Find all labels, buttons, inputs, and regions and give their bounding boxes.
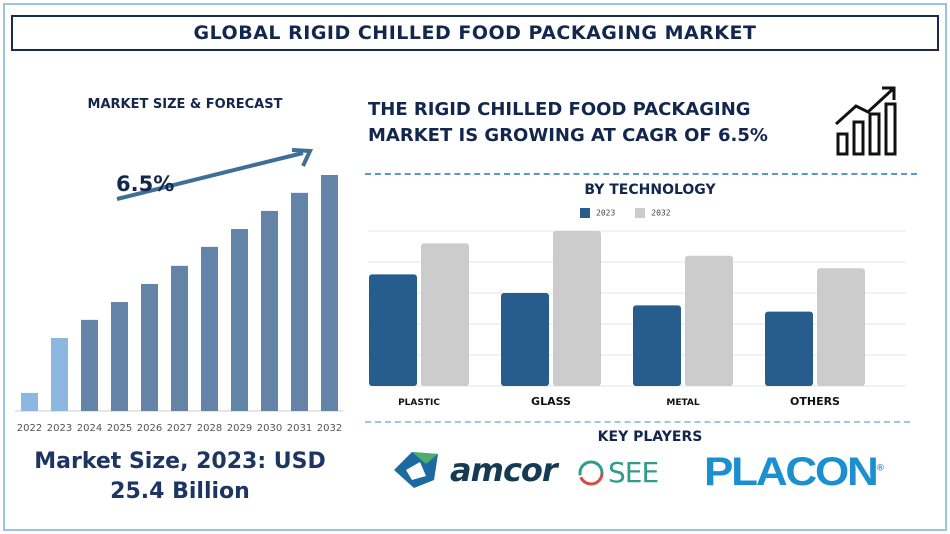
x-tick-label: 2025: [107, 423, 132, 434]
bar-metal-2032: [685, 255, 733, 386]
bar-glass-2023: [501, 293, 549, 386]
bar-2027: [171, 265, 188, 411]
divider: [365, 173, 917, 175]
logo-placon: PLACON®: [704, 450, 884, 494]
bar-2025: [111, 302, 128, 411]
x-tick-label: 2028: [197, 423, 222, 434]
market-size-text: Market Size, 2023: USD 25.4 Billion: [34, 449, 326, 504]
cagr-annotation: 6.5%: [116, 172, 175, 196]
see-logo-icon: [578, 460, 604, 485]
x-tick-label: PLASTIC: [398, 398, 440, 408]
x-tick-label: OTHERS: [790, 395, 840, 408]
x-tick-label: 2032: [317, 423, 342, 434]
x-tick-label: 2024: [77, 423, 102, 434]
bar-2030: [261, 210, 278, 411]
key-players-title: KEY PLAYERS: [597, 429, 703, 445]
technology-chart: PLASTIC GLASS METAL OTHERS: [368, 230, 906, 408]
x-tick-label: 2027: [167, 423, 192, 434]
trend-arrow-icon: [116, 151, 304, 201]
x-tick-label: METAL: [666, 398, 700, 408]
bar-plastic-2023: [369, 274, 417, 386]
bar-2029: [231, 229, 248, 411]
bar-plastic-2032: [421, 243, 469, 386]
bar-2031: [291, 192, 308, 411]
bar-2023: [51, 337, 68, 411]
x-tick-label: 2029: [227, 423, 252, 434]
growth-chart-icon: [834, 86, 897, 156]
bar-others-2023: [765, 311, 813, 386]
amcor-logo-icon: [394, 452, 438, 488]
bar-others-2032: [817, 268, 865, 386]
bar-2022: [21, 392, 38, 411]
x-tick-label: 2030: [257, 423, 282, 434]
logo-see: SEE: [578, 456, 659, 489]
bar-2024: [81, 319, 98, 411]
x-tick-label: 2022: [17, 423, 42, 434]
bar-metal-2023: [633, 305, 681, 386]
bar-2028: [201, 246, 218, 411]
x-tick-label: 2023: [47, 423, 72, 434]
market-size-chart-title: MARKET SIZE & FORECAST: [87, 97, 283, 112]
trend-arrow-head-icon: [291, 148, 314, 167]
market-size-chart: 2022 2023 2024 2025 2026 2027 2028 2029 2030 2031…: [15, 148, 343, 434]
x-tick-label: GLASS: [531, 395, 571, 408]
technology-chart-title: BY TECHNOLOGY: [584, 182, 716, 198]
bar-2032: [321, 175, 338, 411]
logo-amcor: amcor: [390, 450, 558, 490]
infographic-frame: [3, 3, 947, 531]
divider: [365, 421, 910, 423]
chart-legend: 2023 2032: [580, 208, 671, 218]
x-tick-label: 2031: [287, 423, 312, 434]
page-title: GLOBAL RIGID CHILLED FOOD PACKAGING MARK…: [11, 15, 939, 51]
bar-glass-2032: [553, 231, 601, 386]
x-tick-label: 2026: [137, 423, 162, 434]
legend-item-2023: 2023: [580, 208, 615, 218]
headline: THE RIGID CHILLED FOOD PACKAGING MARKET …: [368, 99, 768, 146]
bar-2026: [141, 283, 158, 411]
legend-item-2032: 2032: [635, 208, 671, 218]
